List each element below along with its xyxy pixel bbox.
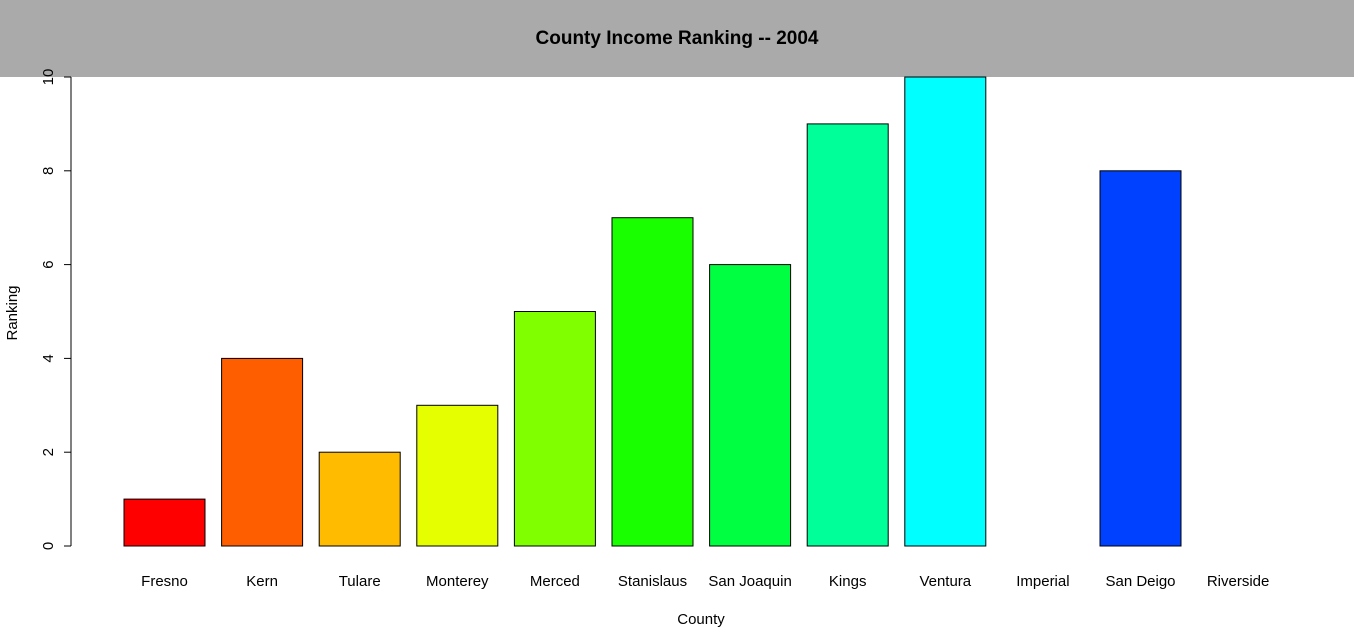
x-tick-label: Ventura: [919, 573, 971, 590]
x-tick-label: Tulare: [339, 573, 381, 590]
x-tick-labels: Fresno Kern Tulare Monterey Merced Stanislaus…: [141, 573, 1269, 590]
bar: [123, 498, 206, 547]
bar: [611, 217, 694, 547]
bar: [318, 451, 401, 547]
y-axis-title: Ranking: [4, 285, 21, 340]
x-tick-label: Imperial: [1016, 573, 1069, 590]
bar: [806, 123, 889, 547]
bars: [123, 76, 1182, 547]
bar: [709, 264, 792, 547]
title-band: [0, 0, 1354, 77]
bar: [513, 311, 596, 547]
x-tick-label: Stanislaus: [618, 573, 687, 590]
bar: [904, 76, 987, 547]
bar: [416, 404, 499, 547]
x-tick-label: Merced: [530, 573, 580, 590]
x-tick-label: Riverside: [1207, 573, 1270, 590]
x-tick-label: Monterey: [426, 573, 489, 590]
y-tick-label: 0: [40, 542, 57, 550]
x-tick-label: San Deigo: [1105, 573, 1175, 590]
y-tick-label: 2: [40, 448, 57, 456]
bar: [1099, 170, 1182, 547]
y-tick-label: 10: [40, 69, 57, 86]
x-tick-label: Kern: [246, 573, 278, 590]
y-tick-label: 4: [40, 354, 57, 362]
x-tick-label: San Joaquin: [708, 573, 791, 590]
y-tick-label: 8: [40, 167, 57, 175]
bar: [221, 357, 304, 547]
x-tick-label: Fresno: [141, 573, 188, 590]
x-axis-title: County: [677, 611, 725, 628]
x-tick-label: Kings: [829, 573, 867, 590]
y-axis: 0 2 4 6 8 10: [40, 69, 72, 550]
chart-title: County Income Ranking -- 2004: [535, 28, 819, 49]
y-tick-label: 6: [40, 260, 57, 268]
